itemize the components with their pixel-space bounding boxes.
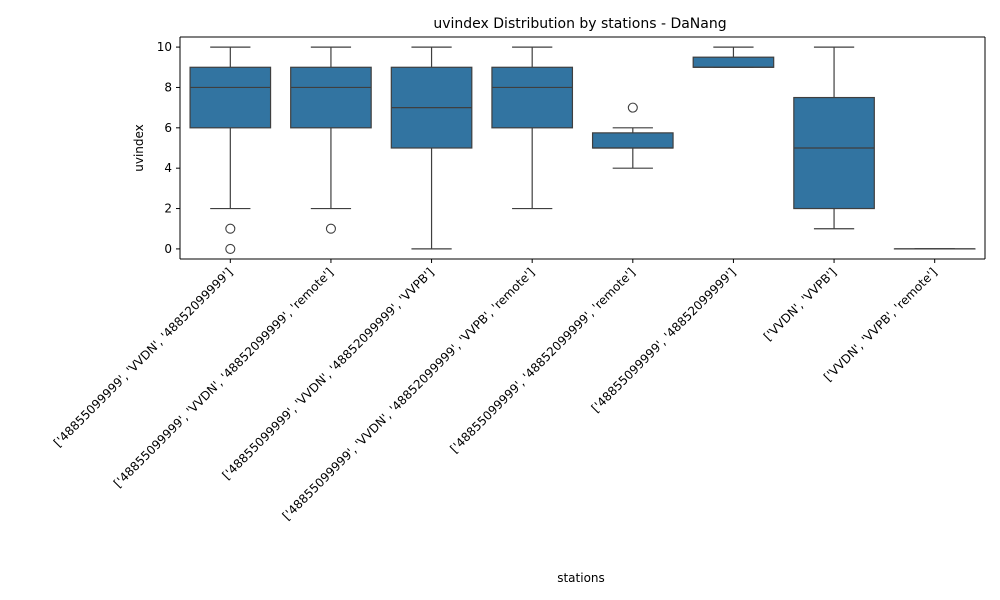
y-tick-label: 8 [164, 80, 172, 94]
x-tick-label: ['48855099999', 'VVDN', '48852099999', '… [220, 265, 437, 482]
y-tick-label: 4 [164, 161, 172, 175]
x-tick-label: ['48855099999', 'VVDN', '48852099999'] [51, 265, 236, 450]
chart-title: uvindex Distribution by stations - DaNan… [433, 16, 726, 32]
box-group [793, 46, 875, 230]
box-group [591, 102, 674, 169]
y-tick-label: 6 [164, 121, 172, 135]
box-iqr [290, 66, 372, 129]
box-group [189, 46, 272, 254]
x-tick-label: ['VVDN', 'VVPB'] [761, 265, 839, 343]
box-iqr [692, 56, 775, 68]
outlier-point [225, 223, 236, 234]
y-axis: 0 2 4 6 8 10 [157, 37, 986, 259]
box-group [390, 46, 473, 250]
y-tick-label: 2 [164, 202, 172, 216]
box-group [290, 46, 372, 234]
outlier-point [627, 102, 638, 113]
box-iqr [491, 66, 574, 129]
box-group [491, 46, 574, 210]
y-tick-label: 0 [164, 242, 172, 256]
plot-area [189, 46, 976, 254]
box-iqr [793, 96, 875, 210]
x-tick-label: ['VVDN', 'VVPB', 'remote'] [821, 265, 940, 384]
box-iqr [591, 132, 674, 149]
x-tick-label: ['48855099999', 'VVDN', '48852099999', '… [111, 265, 336, 490]
x-tick-label: ['48855099999', '48852099999', 'remote'] [447, 265, 638, 456]
outlier-point [225, 243, 236, 254]
y-tick-label: 10 [157, 40, 172, 54]
y-axis-label: uvindex [132, 124, 146, 172]
outlier-point [325, 223, 336, 234]
box-iqr [189, 66, 272, 129]
x-axis-label: stations [557, 571, 605, 585]
box-group [692, 46, 775, 68]
